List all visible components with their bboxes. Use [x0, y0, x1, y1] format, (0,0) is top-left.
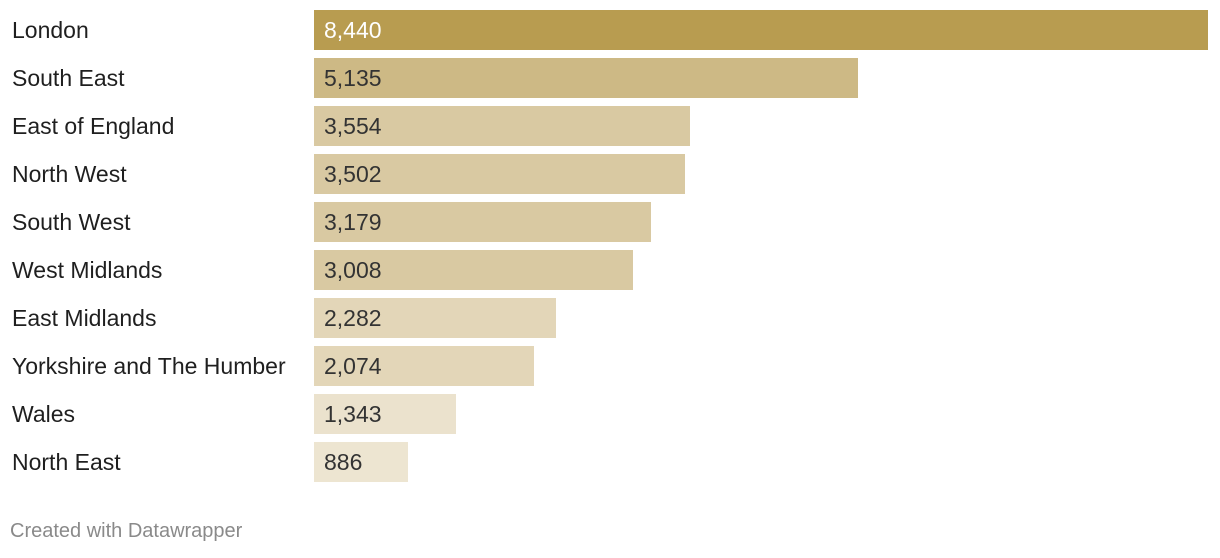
value-label-east-of-england: 3,554	[324, 113, 382, 139]
category-label-wales: Wales	[12, 401, 76, 427]
value-label-north-west: 3,502	[324, 161, 382, 187]
category-label-west-midlands: West Midlands	[12, 257, 163, 283]
bar-north-west	[314, 154, 685, 194]
bar-yorkshire-and-the-humber	[314, 346, 534, 386]
credit-text[interactable]: Created with Datawrapper	[10, 520, 243, 542]
bar-london	[314, 10, 1208, 50]
bar-wales	[314, 394, 456, 434]
bar-south-east	[314, 58, 858, 98]
bar-west-midlands	[314, 250, 633, 290]
value-label-west-midlands: 3,008	[324, 257, 382, 283]
category-label-south-east: South East	[12, 65, 125, 91]
bar-north-east	[314, 442, 408, 482]
category-label-north-east: North East	[12, 449, 121, 475]
value-label-north-east: 886	[324, 449, 363, 475]
value-label-south-east: 5,135	[324, 65, 382, 91]
value-label-east-midlands: 2,282	[324, 305, 382, 331]
bar-chart: London 8,440 South East 5,135 East of Englan…	[12, 10, 1208, 482]
bar-south-west	[314, 202, 651, 242]
category-label-london: London	[12, 17, 89, 43]
category-label-east-of-england: East of England	[12, 113, 175, 139]
value-label-wales: 1,343	[324, 401, 382, 427]
bar-east-of-england	[314, 106, 690, 146]
value-label-south-west: 3,179	[324, 209, 382, 235]
category-label-yorkshire-and-the-humber: Yorkshire and The Humber	[12, 353, 286, 379]
category-label-east-midlands: East Midlands	[12, 305, 157, 331]
category-label-south-west: South West	[12, 209, 131, 235]
category-label-north-west: North West	[12, 161, 127, 187]
value-label-london: 8,440	[324, 17, 382, 43]
value-label-yorkshire-and-the-humber: 2,074	[324, 353, 382, 379]
bar-east-midlands	[314, 298, 556, 338]
